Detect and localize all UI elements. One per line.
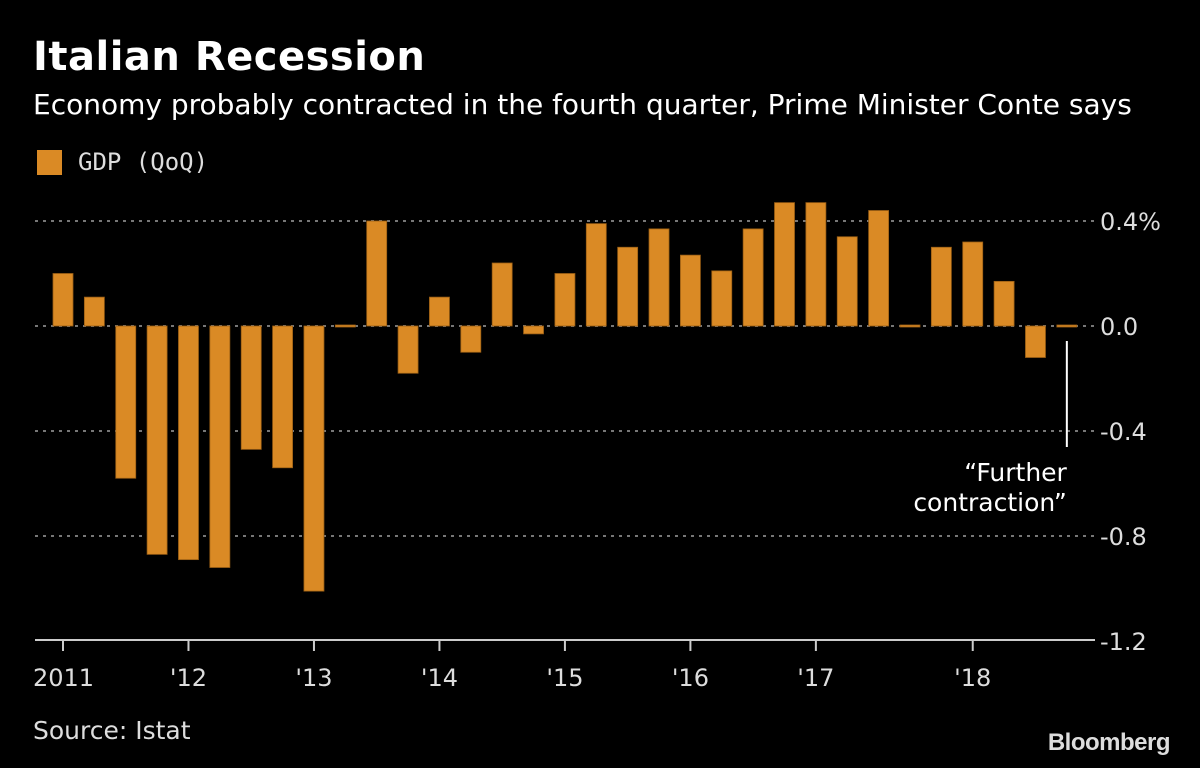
bar [680,254,701,327]
bar [272,325,293,469]
annotation-text: “Further [964,458,1067,487]
bar [429,296,450,327]
bloomberg-logo: Bloomberg [1047,729,1171,756]
bar [1025,325,1046,358]
x-tick-label: '15 [546,664,583,692]
bar [209,325,231,568]
bar [899,324,921,328]
y-tick-label: 0.0 [1100,313,1138,341]
bar [303,325,325,592]
bar [523,325,544,335]
bar [742,228,764,327]
bar [868,210,890,327]
x-tick-label: '13 [295,664,332,692]
chart-subtitle: Economy probably contracted in the fourt… [33,88,1132,121]
bar [334,324,356,328]
x-tick-label: '18 [954,664,991,692]
bar [366,220,388,327]
bar [178,325,199,561]
bar [711,270,733,327]
bar [240,325,262,450]
bar [146,325,168,555]
bar [52,273,74,327]
bar [836,236,858,327]
bar [930,246,952,327]
bar [993,280,1015,327]
bar [617,246,639,327]
y-tick-label: -0.4 [1100,418,1147,446]
bar [460,325,482,353]
bar [805,202,827,327]
x-tick-label: '14 [421,664,458,692]
bar [1056,324,1078,328]
bar [397,325,419,374]
annotation-text: contraction” [913,488,1067,517]
legend-swatch [37,149,62,175]
legend-label: GDP (QoQ) [78,148,209,176]
bar [554,273,576,327]
chart-title: Italian Recession [33,34,426,80]
bar [585,223,607,327]
y-tick-label: -0.8 [1100,523,1147,551]
x-tick-label: '16 [672,664,709,692]
bar [83,296,105,327]
legend: GDP (QoQ) [37,148,208,176]
source-note: Source: Istat [33,716,191,745]
bar [648,228,670,327]
y-tick-label: 0.4% [1100,208,1161,236]
bar [774,202,795,327]
x-tick-label: '12 [170,664,207,692]
y-tick-label: -1.2 [1100,628,1147,656]
bar [962,241,984,327]
x-tick-label: '17 [797,664,834,692]
x-tick-label: 2011 [33,664,94,692]
bar [491,262,513,327]
bar [115,325,137,479]
